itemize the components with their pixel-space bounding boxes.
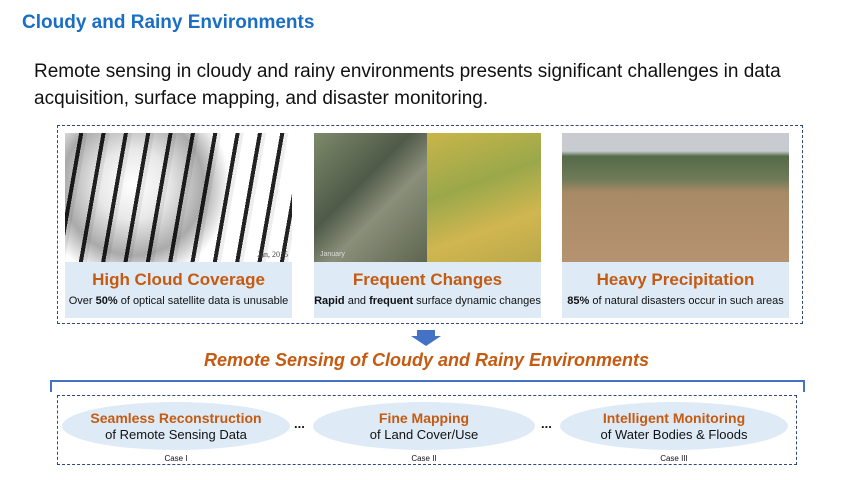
caption: Frequent Changes Rapid and frequent surf…	[314, 262, 541, 318]
case-2-ellipse: Fine Mapping of Land Cover/Use	[313, 402, 535, 450]
case-sub: of Remote Sensing Data	[105, 427, 247, 442]
desc-text: of natural disasters occur in such areas	[589, 295, 784, 307]
panel-desc: Over 50% of optical satellite data is un…	[65, 295, 292, 307]
photo-label: Jan, 2015	[257, 250, 288, 259]
panel-desc: 85% of natural disasters occur in such a…	[562, 295, 789, 307]
case-3-ellipse: Intelligent Monitoring of Water Bodies &…	[560, 402, 788, 450]
panel-heading: Heavy Precipitation	[596, 270, 755, 289]
desc-bold: 50%	[95, 295, 118, 307]
caption: Heavy Precipitation 85% of natural disas…	[562, 262, 789, 318]
section-subtitle: Remote Sensing of Cloudy and Rainy Envir…	[203, 350, 650, 370]
case-label: Case III	[660, 454, 688, 463]
case-label: Case I	[164, 454, 188, 463]
panel-heavy-precipitation: Heavy Precipitation 85% of natural disas…	[562, 133, 789, 318]
desc-text: surface dynamic changes	[413, 295, 541, 307]
panel-cloud-coverage: Jan, 2015 High Cloud Coverage Over 50% o…	[65, 133, 292, 318]
desc-text: and	[344, 295, 370, 307]
panel-heading: Frequent Changes	[352, 270, 503, 289]
intro-text: Remote sensing in cloudy and rainy envir…	[34, 61, 781, 109]
desc-bold: frequent	[369, 295, 414, 307]
challenges-box	[57, 125, 803, 324]
caption: High Cloud Coverage Over 50% of optical …	[65, 262, 292, 318]
ellipsis: ...	[294, 416, 305, 431]
case-label: Case II	[411, 454, 437, 463]
panel-desc: Rapid and frequent surface dynamic chang…	[314, 295, 541, 307]
desc-bold: Rapid	[314, 295, 345, 307]
case-heading: Intelligent Monitoring	[602, 410, 746, 426]
case-heading: Seamless Reconstruction	[90, 410, 262, 426]
case-sub: of Land Cover/Use	[369, 427, 479, 442]
desc-bold: 85%	[567, 295, 590, 307]
photo-label: January	[320, 251, 345, 258]
case-heading: Fine Mapping	[378, 410, 470, 426]
desc-text: Over	[68, 295, 96, 307]
case-1-ellipse: Seamless Reconstruction of Remote Sensin…	[62, 402, 290, 450]
bracket-line	[50, 380, 805, 392]
down-arrow-icon	[411, 330, 441, 346]
case-sub: of Water Bodies & Floods	[600, 427, 748, 442]
ellipsis: ...	[541, 416, 552, 431]
flood-photo	[562, 133, 789, 262]
cases-box	[57, 395, 797, 465]
desc-text: of optical satellite data is unusable	[117, 295, 289, 307]
panel-heading: High Cloud Coverage	[92, 270, 265, 289]
land-change-image: January	[314, 133, 541, 262]
cloud-satellite-image: Jan, 2015	[65, 133, 292, 262]
slide-title: Cloudy and Rainy Environments	[22, 12, 315, 33]
panel-frequent-changes: January Frequent Changes Rapid and frequ…	[314, 133, 541, 318]
